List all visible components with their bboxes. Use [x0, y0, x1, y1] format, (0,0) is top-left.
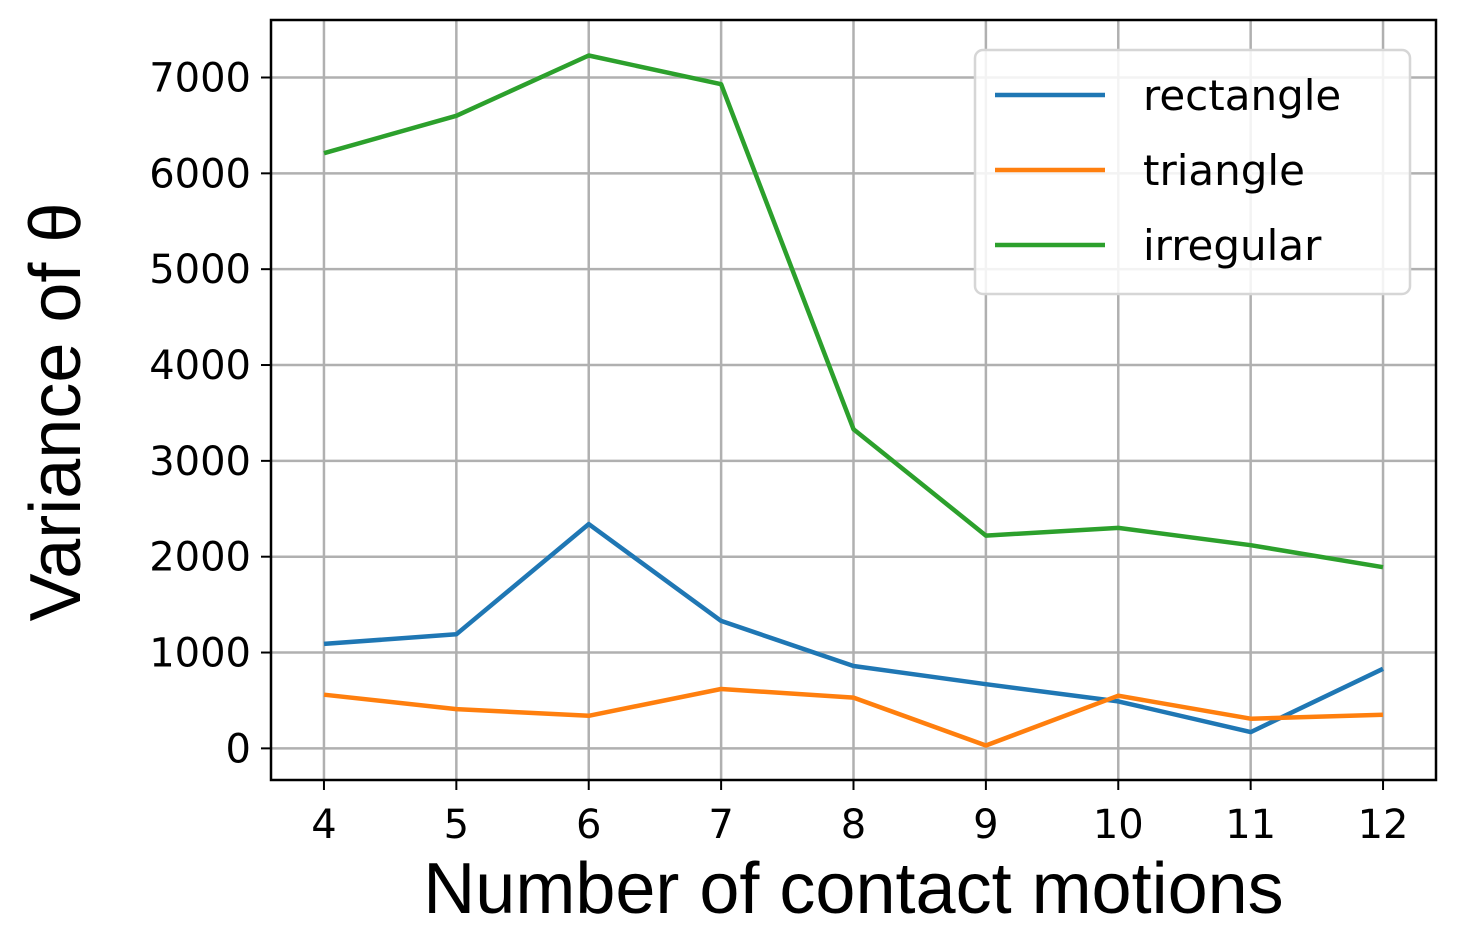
x-tick-label: 10	[1093, 802, 1144, 848]
x-tick-label: 4	[311, 802, 336, 848]
y-tick-label: 0	[226, 726, 251, 772]
y-tick-label: 1000	[149, 631, 251, 677]
y-tick-label: 7000	[149, 56, 251, 102]
legend-label-irregular: irregular	[1143, 221, 1322, 270]
series-lines	[323, 53, 1384, 748]
axis-ticks: 4 5 6 7 8 9 10 11 12 0 1000 2000 3000 4000 5000 6000 700…	[149, 56, 1408, 848]
legend: rectangle triangle irregular	[973, 48, 1412, 296]
series-line-rectangle	[323, 521, 1384, 735]
x-tick-label: 8	[841, 802, 866, 848]
legend-label-rectangle: rectangle	[1143, 71, 1341, 120]
y-tick-label: 6000	[149, 151, 251, 197]
y-axis-label: Variance of θ	[16, 203, 96, 622]
y-tick-label: 5000	[149, 247, 251, 293]
y-tick-label: 3000	[149, 439, 251, 485]
series-line-irregular	[323, 53, 1384, 570]
x-tick-label: 11	[1225, 802, 1276, 848]
x-tick-label: 9	[973, 802, 998, 848]
legend-label-triangle: triangle	[1143, 146, 1305, 195]
y-tick-label: 2000	[149, 535, 251, 581]
legend-box	[973, 48, 1412, 296]
x-axis-label: Number of contact motions	[423, 849, 1283, 929]
y-tick-label: 4000	[149, 343, 251, 389]
series-line-triangle	[323, 686, 1384, 748]
x-tick-label: 12	[1358, 802, 1409, 848]
x-tick-label: 7	[708, 802, 733, 848]
x-tick-label: 6	[576, 802, 601, 848]
x-tick-label: 5	[444, 802, 469, 848]
